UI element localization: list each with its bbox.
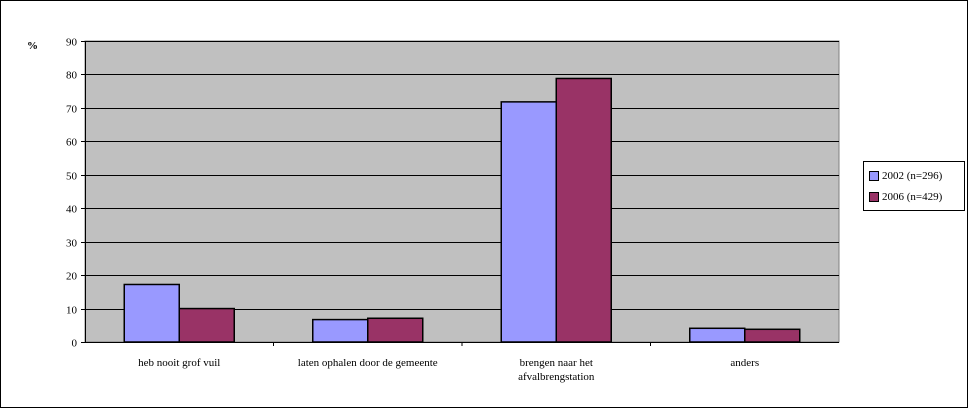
y-tick-label: 70: [66, 104, 78, 116]
x-category-label: brengen naar het: [520, 357, 593, 369]
legend-label-2006: 2006 (n=429): [882, 191, 943, 203]
x-category-label: afvalbrengstation: [518, 371, 595, 383]
bar-2002: [500, 101, 557, 343]
y-tick-label: 20: [66, 271, 78, 283]
y-tick-label: 50: [66, 171, 78, 183]
bar-2002: [312, 318, 369, 343]
y-tick-label: 0: [72, 338, 78, 350]
bar-2006: [744, 328, 801, 343]
y-tick-labels: 0 10 20 30 40 50 60 70 80 90: [66, 37, 78, 350]
y-tick-label: 80: [66, 70, 78, 82]
legend-swatch-2002: [869, 171, 879, 181]
legend: 2002 (n=296) 2006 (n=429): [863, 161, 965, 211]
y-tick-label: 30: [66, 238, 78, 250]
bar-2006: [555, 77, 612, 343]
x-category-label: heb nooit grof vuil: [138, 357, 220, 369]
legend-swatch-2006: [869, 192, 879, 202]
bars: [123, 77, 801, 343]
legend-item-2006: 2006 (n=429): [869, 190, 942, 204]
bar-2006: [178, 307, 235, 343]
bar-2006: [367, 317, 424, 343]
y-tick-label: 90: [66, 37, 78, 49]
axes: [81, 41, 839, 346]
legend-label-2002: 2002 (n=296): [882, 170, 943, 182]
x-category-label: laten ophalen door de gemeente: [298, 357, 438, 369]
x-category-labels: heb nooit grof vuil laten ophalen door de…: [138, 357, 759, 383]
y-tick-label: 40: [66, 204, 78, 216]
y-tick-label: 60: [66, 137, 78, 149]
gridlines: [85, 41, 839, 310]
y-axis-label: %: [27, 40, 38, 52]
bar-2002: [123, 283, 180, 343]
y-tick-label: 10: [66, 305, 78, 317]
plot-area: [84, 40, 840, 343]
bar-2002: [689, 327, 746, 343]
legend-item-2002: 2002 (n=296): [869, 169, 942, 183]
x-category-label: anders: [730, 357, 759, 369]
